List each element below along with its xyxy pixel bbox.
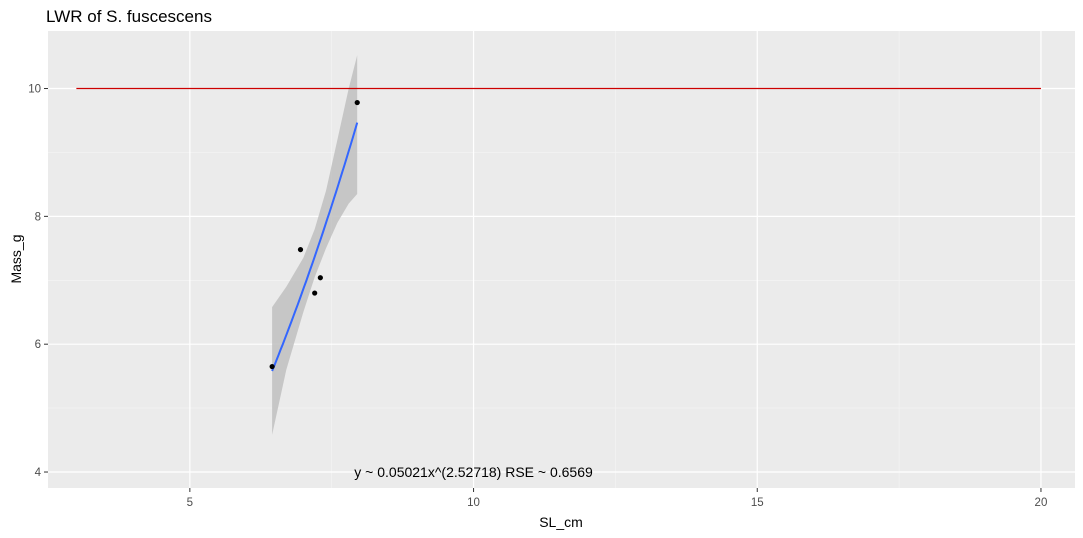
- minor-gridlines: [48, 31, 1075, 488]
- plot-panel: [48, 31, 1075, 488]
- data-point: [269, 363, 275, 370]
- confidence-band: [272, 55, 358, 435]
- y-axis-ticks: 4 6 8 10: [28, 84, 48, 479]
- x-tick-label: 20: [1035, 497, 1048, 509]
- y-tick-label: 6: [35, 339, 41, 351]
- x-axis-ticks: 5 10 15 20: [187, 488, 1048, 509]
- equation-annotation: y ~ 0.05021x^(2.52718) RSE ~ 0.6569: [354, 464, 593, 480]
- y-tick-label: 8: [35, 211, 41, 223]
- data-points: [269, 99, 360, 370]
- y-axis-title: Mass_g: [8, 234, 24, 283]
- x-tick-label: 10: [467, 497, 480, 509]
- confidence-band-area: [272, 55, 358, 435]
- y-tick-label: 4: [35, 467, 42, 479]
- x-tick-label: 15: [751, 497, 764, 509]
- x-axis-title: SL_cm: [539, 514, 583, 530]
- x-tick-label: 5: [187, 497, 193, 509]
- data-point: [317, 275, 323, 281]
- data-point: [297, 246, 304, 253]
- fit-curve: [271, 122, 359, 372]
- data-point: [354, 99, 360, 106]
- fit-line: [271, 122, 359, 372]
- chart-title: LWR of S. fuscescens: [46, 7, 212, 26]
- data-point: [312, 290, 318, 296]
- y-tick-label: 10: [28, 84, 41, 96]
